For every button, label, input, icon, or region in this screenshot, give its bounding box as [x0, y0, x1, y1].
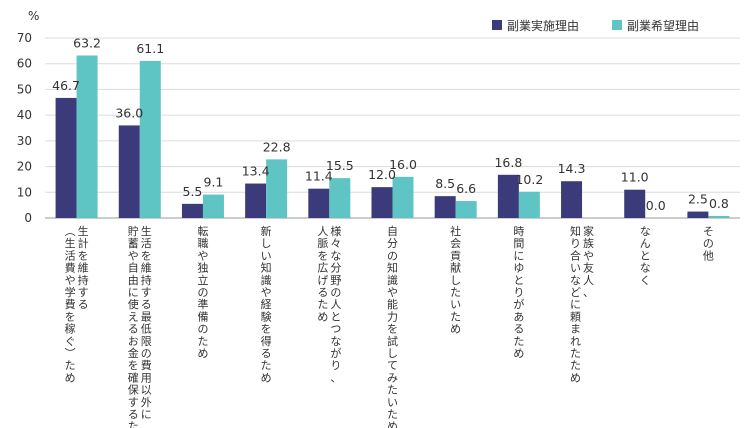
bar-jisshi [371, 187, 393, 218]
data-label: 14.3 [558, 161, 586, 176]
grid-lines [45, 37, 740, 219]
y-tick-label: 70 [17, 31, 32, 45]
category-label-line: 生活を維持する最低限の費用以外に、 [141, 224, 152, 428]
legend-swatch [612, 20, 622, 30]
legend-label: 副業希望理由 [627, 18, 699, 33]
category-label-line: 家族や友人、 [583, 224, 594, 299]
data-label: 12.0 [368, 167, 396, 182]
data-label: 15.5 [326, 158, 354, 173]
bar-kibou [202, 194, 224, 218]
bar-kibou [76, 55, 98, 218]
category-label: 生活を維持する最低限の費用以外に、貯蓄や自由に使えるお金を確保するため [128, 224, 152, 428]
data-label: 2.5 [688, 192, 708, 207]
category-label: なんとなく [640, 225, 651, 287]
bar-kibou [266, 159, 288, 218]
bar-kibou [518, 191, 540, 218]
bar-jisshi [308, 188, 330, 218]
y-tick-label: 20 [17, 160, 32, 174]
category-label-line: 様々な分野の人とつながり、 [330, 224, 341, 384]
bar-jisshi [624, 189, 646, 218]
category-label-line: 人脈を広げるため [317, 225, 328, 323]
bar-jisshi [55, 97, 77, 218]
category-label: 社会貢献したいため [450, 224, 461, 336]
bar-jisshi [181, 203, 203, 218]
category-label-line: なんとなく [640, 225, 651, 287]
category-label-line: 知り合いなどに頼まれたため [570, 224, 581, 384]
category-label-line: 自分の知識や能力を試してみたいため [387, 225, 398, 428]
category-label-line: ︵生活費や学費を稼ぐ︶ため [65, 225, 76, 384]
data-label: 6.6 [456, 181, 476, 196]
category-label-line: 転職や独立の準備のため [197, 225, 208, 360]
category-label-line: 時間にゆとりがあるため [513, 225, 524, 360]
data-label: 8.5 [435, 176, 455, 191]
data-label: 0.8 [709, 196, 729, 211]
category-label: 新しい知識や経験を得るため [261, 224, 272, 384]
data-label: 5.5 [183, 184, 203, 199]
bar-kibou [329, 178, 351, 218]
data-label: 9.1 [204, 175, 224, 190]
category-label: 時間にゆとりがあるため [513, 225, 524, 360]
category-label-line: 社会貢献したいため [450, 224, 461, 336]
y-tick-label: 0 [24, 211, 32, 225]
category-label: その他 [703, 225, 714, 262]
data-label: 16.0 [389, 157, 417, 172]
y-tick-label: 10 [17, 185, 32, 199]
bar-jisshi [118, 125, 140, 218]
data-label: 11.4 [305, 169, 333, 184]
data-label: 10.2 [515, 172, 543, 187]
category-label-line: その他 [703, 225, 714, 262]
category-label: 様々な分野の人とつながり、人脈を広げるため [317, 224, 341, 384]
y-axis-unit-label: % [28, 9, 39, 23]
bar-kibou [708, 215, 730, 218]
category-label: 生計を維持する︵生活費や学費を稼ぐ︶ため [65, 224, 89, 384]
bar-kibou [455, 201, 477, 218]
bar-jisshi [687, 211, 709, 218]
data-label: 46.7 [52, 78, 80, 93]
y-tick-label: 60 [17, 57, 32, 71]
category-label-line: 新しい知識や経験を得るため [261, 224, 272, 384]
bar-jisshi [245, 183, 267, 218]
data-labels: 46.7 63.2 36.0 61.1 5.59.1 13.4 22.8 11.415.5 12… [52, 35, 729, 213]
legend-swatch [492, 20, 502, 30]
bar-kibou [392, 176, 414, 218]
bar-jisshi [561, 181, 583, 218]
data-label: 11.0 [621, 170, 649, 185]
bar-kibou [139, 60, 161, 219]
data-label: 0.0 [646, 198, 666, 213]
bar-jisshi [497, 174, 519, 218]
category-label: 転職や独立の準備のため [197, 225, 208, 360]
category-label: 自分の知識や能力を試してみたいため [387, 225, 398, 428]
y-tick-label: 50 [17, 82, 32, 96]
category-labels: 生計を維持する︵生活費や学費を稼ぐ︶ため 生活を維持する最低限の費用以外に、貯蓄や… [65, 224, 714, 428]
legend: 副業実施理由 副業希望理由 [492, 18, 699, 33]
data-label: 36.0 [115, 105, 143, 120]
category-label-line: 生計を維持する [78, 224, 89, 311]
data-label: 16.8 [494, 155, 522, 170]
data-label: 13.4 [242, 164, 270, 179]
data-label: 22.8 [263, 139, 291, 154]
category-label: 家族や友人、知り合いなどに頼まれたため [570, 224, 594, 384]
category-label-line: 貯蓄や自由に使えるお金を確保するため [128, 225, 139, 428]
bar-jisshi [434, 196, 456, 218]
bars [55, 55, 730, 219]
y-tick-label: 30 [17, 134, 32, 148]
data-label: 61.1 [136, 41, 164, 56]
legend-label: 副業実施理由 [507, 18, 579, 33]
y-axis-tick-labels: 0 10 20 30 40 50 60 70 [17, 31, 32, 225]
data-label: 63.2 [73, 35, 101, 50]
y-tick-label: 40 [17, 108, 32, 122]
